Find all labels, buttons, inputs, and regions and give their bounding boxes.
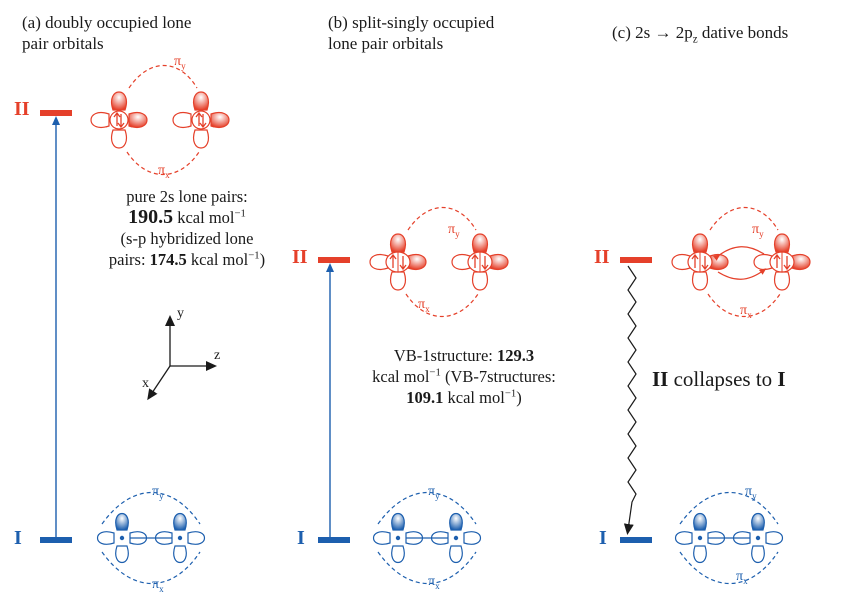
panel-c-blue-pi-y-label: πy [745,484,757,501]
panel-b-level-ii-label: II [292,246,308,268]
dative-arrow-top [713,246,765,261]
panel-b-blue-orbitals [373,491,481,585]
note-b-line3: 109.1 kcal mol−1) [406,387,522,407]
panel-a-level-i-label: I [14,527,22,549]
panel-c-blue-orbitals [675,491,783,585]
panel-a-title: (a) doubly occupied lone pair orbitals [22,12,191,54]
panel-b-level-i-label: I [297,527,305,549]
panel-c-collapse-note: II collapses to I [652,367,786,391]
panel-b-blue-pi-y-label: πy [428,484,440,501]
panel-a-energy-note: pure 2s lone pairs: 190.5 kcal mol−1 (s-… [92,186,282,270]
red-pi-y-dashed-bond [128,65,198,89]
panel-a-title-line2: pair orbitals [22,34,104,53]
note-b-line1: VB-1structure: 129.3 [393,346,535,365]
panel-a-level-ii-label: II [14,98,30,120]
panel-b-red-orbitals [369,207,509,317]
panel-a-pi-y-label: πy [174,54,186,71]
right-arrow-icon: → [654,23,672,42]
panel-c-collapse-wavy-arrow [623,265,637,535]
panel-b-energy-note: VB-1structure: 129.3 kcal mol−1 (VB-7str… [344,345,584,408]
red-orbital-left [90,91,148,149]
panel-b-pi-y-label: πy [448,222,460,239]
panel-c-pi-x-label: πx [740,303,752,320]
red-pi-x-dashed-bond [126,151,200,175]
red-orbital-right [172,91,230,149]
dative-arrow-bottom [717,268,767,280]
panel-c-title: (c) 2s → 2pz dative bonds [612,22,789,46]
note-a-line4: pairs: 174.5 kcal mol−1) [108,249,266,269]
panel-a-blue-orbitals [97,491,205,585]
panel-a-red-orbitals [90,65,230,175]
note-a-line3: (s-p hybridized lone [120,229,254,248]
panel-a-title-line1: (a) doubly occupied lone [22,13,192,32]
panel-c-title-sub: z [692,33,698,46]
axis-z-label: z [214,348,221,363]
note-a-line2: 190.5 kcal mol−1 [128,206,246,228]
panel-c-title-prefix: (c) 2s [612,23,655,42]
panel-b-blue-pi-x-label: πx [428,574,440,591]
panel-c-red-orbitals [671,207,811,317]
note-a-line1: pure 2s lone pairs: [126,187,248,206]
panel-c-level-i-label: I [599,527,607,549]
panel-a-blue-pi-x-label: πx [152,577,164,594]
panel-b-title-line1: (b) split-singly occupied [328,13,495,32]
panel-b-title-line2: lone pair orbitals [328,34,444,53]
axis-y-label: y [177,306,184,321]
panel-b-pi-x-label: πx [418,297,430,314]
axis-x-label: x [142,376,149,391]
panel-a-pi-x-label: πx [158,163,170,180]
note-b-line2: kcal mol−1 (VB-7structures: [372,366,556,386]
panel-c-level-ii-label: II [594,246,610,268]
coordinate-axes [147,315,217,401]
panel-c-blue-pi-x-label: πx [736,569,748,586]
panel-c-pi-y-label: πy [752,222,764,239]
panel-a-blue-pi-y-label: πy [152,484,164,501]
panel-b-title: (b) split-singly occupied lone pair orbi… [328,12,494,54]
panel-c-title-suffix: dative bonds [697,23,789,42]
panel-c-title-mid: 2p [671,23,693,42]
